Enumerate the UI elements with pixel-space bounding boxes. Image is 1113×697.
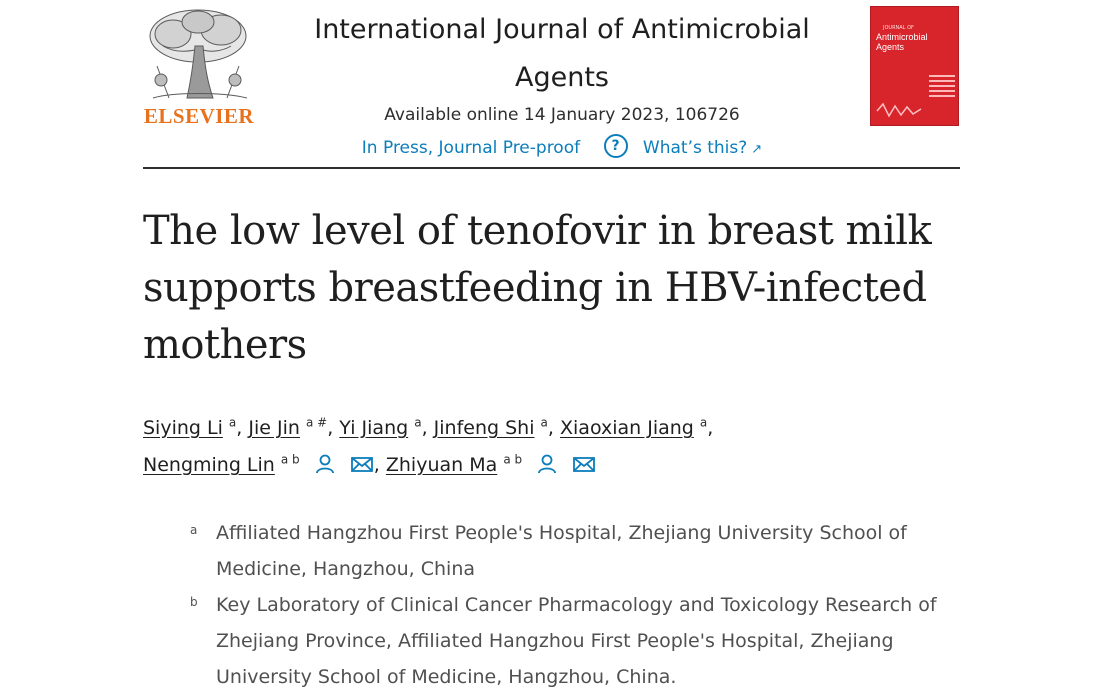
- author-affil-sup: a: [540, 415, 548, 430]
- affiliation-text: Key Laboratory of Clinical Cancer Pharma…: [216, 594, 937, 688]
- cover-text-lines: [929, 75, 955, 100]
- help-icon[interactable]: ?: [603, 134, 628, 158]
- email-icon[interactable]: [572, 453, 596, 475]
- author-item: Jie Jin a #: [248, 417, 327, 439]
- journal-cover[interactable]: JOURNAL OF Antimicrobial Agents: [870, 6, 959, 126]
- author-name-link[interactable]: Yi Jiang: [339, 417, 409, 439]
- cover-wave-graphic: [876, 102, 922, 118]
- person-icon[interactable]: [536, 453, 558, 475]
- author-affil-sup: a b: [280, 452, 300, 467]
- author-item: Siying Li a: [143, 417, 236, 439]
- publisher-name: ELSEVIER: [143, 104, 255, 128]
- author-affil-sup: a #: [305, 415, 328, 430]
- author-affil-sup: a: [414, 415, 422, 430]
- author-name-link[interactable]: Zhiyuan Ma: [385, 454, 498, 476]
- status-row: In Press, Journal Pre-proof ? What’s thi…: [272, 134, 852, 164]
- author-list: Siying Li a, Jie Jin a #, Yi Jiang a, Ji…: [143, 415, 714, 476]
- author-item: Xiaoxian Jiang a: [560, 417, 707, 439]
- cover-title: Antimicrobial Agents: [876, 32, 928, 52]
- whats-this-link[interactable]: What’s this? ↗: [643, 138, 762, 158]
- cover-small-text: JOURNAL OF: [883, 25, 914, 31]
- availability-date: Available online 14 January 2023, 106726: [384, 105, 740, 125]
- publisher-logo[interactable]: [143, 6, 253, 128]
- affiliation-item: b Key Laboratory of Clinical Cancer Phar…: [190, 587, 980, 695]
- affiliation-item: a Affiliated Hangzhou First People's Hos…: [190, 515, 980, 587]
- author-name-link[interactable]: Siying Li: [143, 417, 223, 439]
- author-name-link[interactable]: Nengming Lin: [143, 454, 275, 476]
- elsevier-tree-icon: [143, 6, 253, 104]
- author-item: Yi Jiang a: [339, 417, 421, 439]
- person-icon[interactable]: [314, 453, 336, 475]
- author-affil-sup: a: [699, 415, 708, 430]
- affiliation-label: a: [190, 523, 198, 537]
- author-name-link[interactable]: Jie Jin: [248, 417, 300, 439]
- author-item: Nengming Lin a b: [143, 454, 300, 476]
- author-affil-sup: a: [228, 415, 237, 430]
- affiliation-text: Affiliated Hangzhou First People's Hospi…: [216, 522, 907, 580]
- article-title: The low level of tenofovir in breast mil…: [143, 208, 932, 368]
- author-affil-sup: a b: [503, 452, 523, 467]
- header-divider: [143, 167, 960, 169]
- external-link-icon: ↗: [751, 142, 763, 157]
- affiliation-label: b: [190, 595, 198, 609]
- author-item: Zhiyuan Ma a b: [386, 454, 522, 476]
- whats-this-label: What’s this?: [642, 138, 748, 158]
- journal-title-link[interactable]: International Journal of Antimicrobial A…: [314, 14, 810, 93]
- author-name-link[interactable]: Jinfeng Shi: [433, 417, 535, 439]
- author-name-link[interactable]: Xiaoxian Jiang: [560, 417, 694, 439]
- author-item: Jinfeng Shi a: [434, 417, 548, 439]
- status-link[interactable]: In Press, Journal Pre-proof: [361, 138, 581, 158]
- email-icon[interactable]: [350, 453, 374, 475]
- affiliation-list: a Affiliated Hangzhou First People's Hos…: [190, 515, 980, 695]
